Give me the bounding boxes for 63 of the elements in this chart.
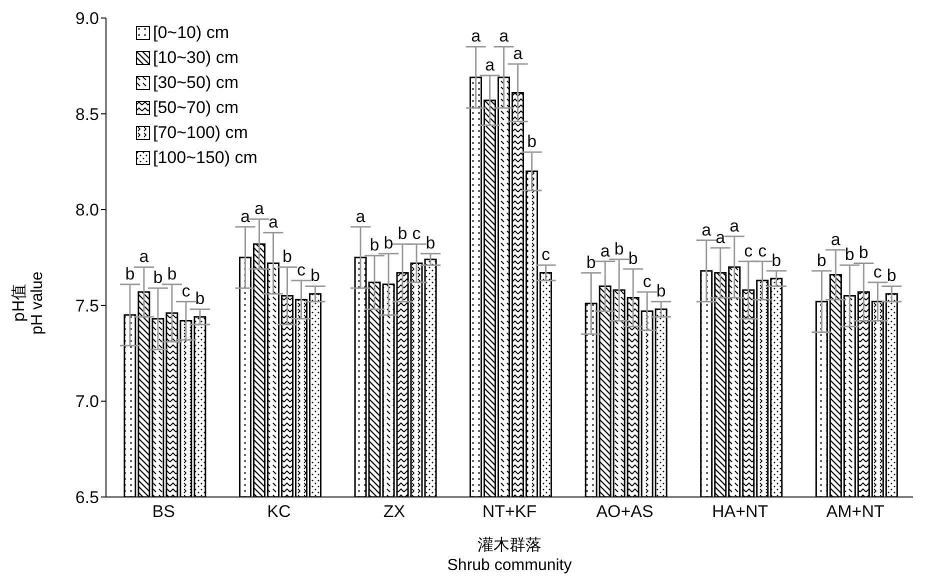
data-label: a [471,26,482,46]
y-axis-title: pH值 pH value [9,271,47,335]
x-tick-label: ZX [383,502,406,522]
x-tick-label: AM+NT [826,502,884,522]
y-tick-label: 6.5 [75,488,99,508]
x-tick-label: BS [152,502,175,522]
x-tick-label: KC [267,502,291,522]
data-label: b [614,239,624,258]
x-tick-label: AO+AS [596,502,654,522]
data-label: b [858,243,868,262]
data-label: b [153,268,163,288]
y-tick-label: 8.0 [75,200,99,220]
data-label: b [656,282,666,301]
data-label: c [296,260,306,280]
data-label: a [830,230,841,249]
data-label: b [772,250,782,270]
data-label: c [758,241,768,260]
data-label: a [240,206,250,226]
data-label: c [642,272,652,291]
data-label: a [702,220,712,240]
data-label: a [254,199,264,218]
legend-label: [30~50) cm [153,72,239,94]
data-label: a [513,44,524,63]
data-label: a [139,247,150,266]
y-tick-label: 7.5 [75,296,99,316]
y-tick-label: 9.0 [75,9,99,28]
data-label: a [716,228,726,247]
y-tick-label: 7.0 [75,392,99,412]
data-label: b [384,234,394,253]
data-label: b [370,236,380,255]
legend-label: [10~30) cm [153,47,239,69]
x-tick-label: NT+KF [482,502,537,522]
data-label: a [356,206,366,226]
data-label: c [182,282,191,301]
data-label: b [816,250,826,270]
legend-label: [0~10) cm [153,22,230,44]
data-label: b [195,289,205,308]
data-label: b [886,266,896,286]
data-label: b [628,248,638,268]
data-label: b [426,234,436,253]
data-label: a [268,212,278,232]
data-label: b [310,266,320,286]
data-label: b [586,252,596,272]
legend-label: [70~100) cm [153,122,248,144]
data-label: a [730,216,740,236]
data-label: b [282,247,292,266]
data-label: c [744,241,754,260]
x-axis-title: 灌木群落 Shrub community [446,534,573,576]
data-label: a [600,241,610,260]
legend-label: [100~150) cm [153,147,258,169]
legend-label: [50~70) cm [153,97,239,119]
y-tick-label: 8.5 [75,104,99,124]
data-label: c [542,245,551,264]
x-tick-label: HA+NT [712,502,768,522]
data-label: b [167,264,177,284]
data-label: b [527,132,537,152]
data-label: c [873,262,882,282]
data-label: a [485,55,496,74]
data-label: c [412,224,422,244]
data-label: b [398,224,408,244]
data-label: a [499,26,510,46]
data-label: b [844,245,854,264]
data-label: b [125,264,135,284]
